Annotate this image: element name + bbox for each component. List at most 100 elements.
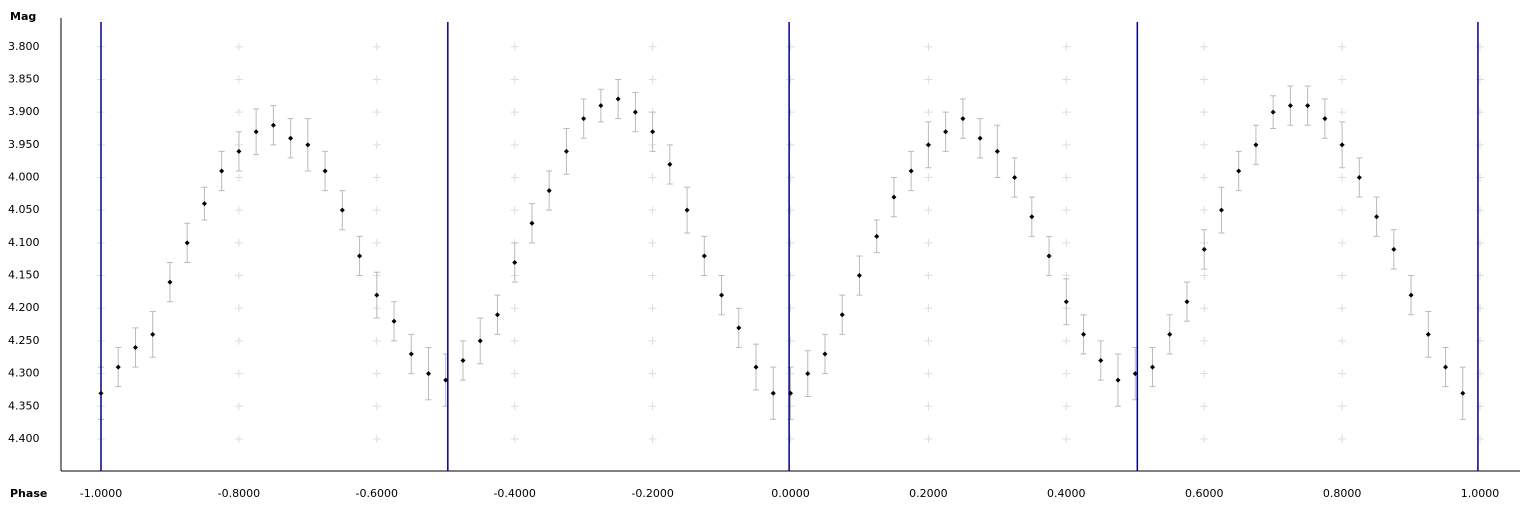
x-tick-label: 1.0000 (1461, 487, 1500, 500)
grid-cross (1338, 42, 1347, 51)
grid-cross (1200, 402, 1209, 411)
data-point (236, 148, 242, 154)
grid-cross (786, 434, 795, 443)
grid-cross (924, 238, 933, 247)
grid-cross (1338, 238, 1347, 247)
grid-cross (786, 75, 795, 84)
grid-cross (786, 271, 795, 280)
data-point (219, 168, 225, 174)
data-point (1046, 253, 1052, 259)
grid-cross (1062, 238, 1071, 247)
data-point (632, 109, 638, 115)
grid-cross (1200, 108, 1209, 117)
data-point (357, 253, 363, 259)
grid-cross (648, 402, 657, 411)
data-point (753, 364, 759, 370)
grid-cross (924, 75, 933, 84)
grid-cross (1200, 140, 1209, 149)
data-point (477, 338, 483, 344)
data-point (615, 96, 621, 102)
x-tick-label: -0.8000 (218, 487, 260, 500)
grid-cross (234, 402, 243, 411)
data-point (943, 129, 949, 135)
data-point (115, 364, 121, 370)
data-point (1425, 331, 1431, 337)
grid-cross (234, 271, 243, 280)
data-point (184, 240, 190, 246)
data-point (391, 318, 397, 324)
x-tick-label: 0.4000 (1047, 487, 1086, 500)
grid-cross (924, 402, 933, 411)
data-point (1115, 377, 1121, 383)
data-point (650, 129, 656, 135)
y-tick-label: 3.950 (8, 138, 40, 151)
grid-cross (1062, 402, 1071, 411)
data-point (132, 344, 138, 350)
y-tick-label: 3.850 (8, 72, 40, 85)
data-point (1167, 331, 1173, 337)
grid-cross (1062, 173, 1071, 182)
data-point (856, 273, 862, 279)
grid-cross (1200, 42, 1209, 51)
grid-cross (648, 42, 657, 51)
x-tick-label: 0.6000 (1185, 487, 1224, 500)
data-point (960, 116, 966, 122)
grid-cross (1338, 271, 1347, 280)
grid-cross (924, 271, 933, 280)
grid-cross (648, 336, 657, 345)
grid-cross (234, 75, 243, 84)
y-tick-label: 4.300 (8, 367, 40, 380)
data-point (1253, 142, 1259, 148)
data-point (529, 220, 535, 226)
data-point (1305, 103, 1311, 109)
grid-cross (510, 42, 519, 51)
y-tick-label: 4.200 (8, 301, 40, 314)
x-tick-label: -0.6000 (356, 487, 398, 500)
grid-cross (786, 336, 795, 345)
grid-cross (648, 238, 657, 247)
grid-cross (648, 369, 657, 378)
data-point (1322, 116, 1328, 122)
grid-cross (510, 304, 519, 313)
data-point (546, 188, 552, 194)
data-point (150, 331, 156, 337)
grid-cross (372, 336, 381, 345)
grid-cross (1200, 271, 1209, 280)
y-tick-label: 3.800 (8, 40, 40, 53)
grid-cross (1200, 434, 1209, 443)
data-point (925, 142, 931, 148)
data-point (167, 279, 173, 285)
data-point (1374, 214, 1380, 220)
x-tick-label: -1.0000 (80, 487, 122, 500)
grid-cross (234, 369, 243, 378)
x-tick-label: 0.0000 (771, 487, 810, 500)
grid-cross (1200, 336, 1209, 345)
data-point (598, 103, 604, 109)
grid-cross (1200, 304, 1209, 313)
y-tick-label: 4.050 (8, 203, 40, 216)
grid-cross (1062, 434, 1071, 443)
y-tick-label: 4.250 (8, 334, 40, 347)
grid-cross (924, 206, 933, 215)
data-point (1184, 299, 1190, 305)
grid-cross (372, 238, 381, 247)
x-tick-label: 0.8000 (1323, 487, 1362, 500)
x-tick-label: 0.2000 (909, 487, 948, 500)
data-point (563, 148, 569, 154)
grid-cross (372, 108, 381, 117)
grid-cross (648, 173, 657, 182)
data-point (1339, 142, 1345, 148)
data-point (874, 233, 880, 239)
grid-cross (1062, 336, 1071, 345)
data-point (1012, 174, 1018, 180)
data-point (426, 371, 432, 377)
grid-cross (372, 434, 381, 443)
grid-cross (510, 402, 519, 411)
grid-cross (234, 42, 243, 51)
grid-cross (648, 434, 657, 443)
y-tick-label: 3.900 (8, 105, 40, 118)
data-point (908, 168, 914, 174)
grid-cross (510, 75, 519, 84)
grid-cross (372, 369, 381, 378)
